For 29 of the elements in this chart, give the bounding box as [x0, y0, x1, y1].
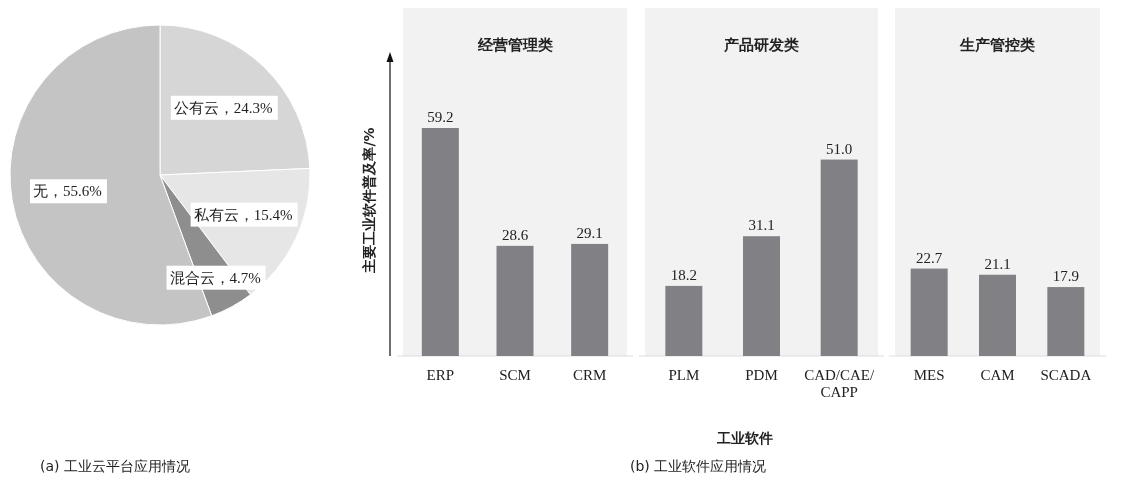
data-label: 51.0: [826, 140, 853, 157]
chart-title: 生产管控类: [959, 36, 1035, 54]
data-label: 31.1: [748, 217, 775, 234]
data-label: 17.9: [1052, 268, 1079, 285]
x-tick-label: CAM: [980, 367, 1015, 383]
x-axis-title: 工业软件: [716, 430, 773, 446]
data-label: 21.1: [984, 255, 1011, 272]
x-tick-label: SCADA: [1040, 367, 1092, 383]
data-label: 18.2: [670, 266, 697, 283]
y-axis-title: 主要工业软件普及率/%: [361, 127, 377, 274]
slice-label: 混合云，4.7%: [169, 269, 261, 286]
x-tick-label: MES: [913, 367, 945, 383]
slice-label: 私有云，15.4%: [193, 206, 293, 223]
x-tick-label: CAD/CAE/CAPP: [804, 367, 875, 400]
data-label: 29.1: [576, 224, 603, 241]
data-label: 22.7: [916, 249, 943, 266]
x-tick-label: SCM: [499, 367, 531, 383]
data-label: 59.2: [427, 109, 454, 125]
slice-label: 公有云，24.3%: [173, 99, 273, 116]
x-tick-label: PDM: [745, 367, 778, 383]
x-tick-label: PLM: [668, 367, 700, 383]
data-label: 28.6: [501, 226, 529, 243]
text: (a) 工业云平台应用情况: [40, 458, 190, 474]
chart-title: 产品研发类: [723, 36, 799, 54]
chart-title: 经营管理类: [476, 36, 553, 54]
x-tick-label: ERP: [426, 367, 455, 383]
x-tick-label: CRM: [572, 367, 607, 383]
text: (b) 工业软件应用情况: [630, 458, 767, 474]
slice-label: 无，55.6%: [32, 183, 102, 200]
